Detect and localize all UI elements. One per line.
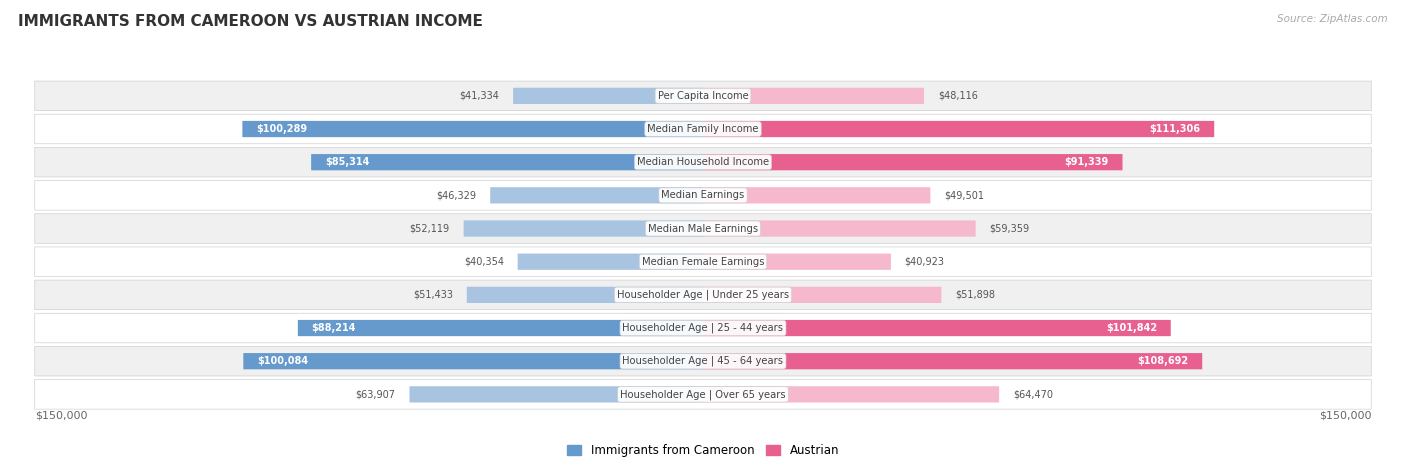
Text: $49,501: $49,501	[945, 191, 984, 200]
Text: $101,842: $101,842	[1107, 323, 1157, 333]
FancyBboxPatch shape	[35, 280, 1371, 310]
FancyBboxPatch shape	[35, 214, 1371, 243]
Text: $48,116: $48,116	[938, 91, 977, 101]
FancyBboxPatch shape	[35, 148, 1371, 177]
FancyBboxPatch shape	[35, 347, 1371, 376]
FancyBboxPatch shape	[311, 154, 703, 170]
FancyBboxPatch shape	[491, 187, 703, 204]
Legend: Immigrants from Cameroon, Austrian: Immigrants from Cameroon, Austrian	[562, 439, 844, 462]
FancyBboxPatch shape	[703, 254, 891, 270]
FancyBboxPatch shape	[703, 154, 1122, 170]
Text: Median Female Earnings: Median Female Earnings	[641, 257, 765, 267]
Text: $59,359: $59,359	[990, 224, 1029, 234]
Text: $150,000: $150,000	[35, 411, 87, 421]
FancyBboxPatch shape	[35, 247, 1371, 276]
FancyBboxPatch shape	[35, 81, 1371, 111]
FancyBboxPatch shape	[703, 320, 1171, 336]
Text: Median Male Earnings: Median Male Earnings	[648, 224, 758, 234]
Text: $91,339: $91,339	[1064, 157, 1109, 167]
Text: $40,923: $40,923	[904, 257, 945, 267]
FancyBboxPatch shape	[517, 254, 703, 270]
Text: $64,470: $64,470	[1012, 389, 1053, 399]
FancyBboxPatch shape	[35, 313, 1371, 343]
Text: $111,306: $111,306	[1150, 124, 1201, 134]
Text: $108,692: $108,692	[1137, 356, 1188, 366]
FancyBboxPatch shape	[464, 220, 703, 237]
FancyBboxPatch shape	[467, 287, 703, 303]
Text: $41,334: $41,334	[460, 91, 499, 101]
Text: $88,214: $88,214	[312, 323, 356, 333]
Text: Per Capita Income: Per Capita Income	[658, 91, 748, 101]
Text: $100,289: $100,289	[256, 124, 308, 134]
Text: $85,314: $85,314	[325, 157, 370, 167]
Text: Householder Age | Under 25 years: Householder Age | Under 25 years	[617, 290, 789, 300]
Text: $100,084: $100,084	[257, 356, 308, 366]
Text: Householder Age | Over 65 years: Householder Age | Over 65 years	[620, 389, 786, 400]
Text: Householder Age | 25 - 44 years: Householder Age | 25 - 44 years	[623, 323, 783, 333]
Text: $51,433: $51,433	[413, 290, 453, 300]
Text: IMMIGRANTS FROM CAMEROON VS AUSTRIAN INCOME: IMMIGRANTS FROM CAMEROON VS AUSTRIAN INC…	[18, 14, 484, 29]
Text: $51,898: $51,898	[955, 290, 995, 300]
Text: $52,119: $52,119	[409, 224, 450, 234]
FancyBboxPatch shape	[409, 386, 703, 403]
FancyBboxPatch shape	[513, 88, 703, 104]
FancyBboxPatch shape	[298, 320, 703, 336]
FancyBboxPatch shape	[703, 121, 1215, 137]
FancyBboxPatch shape	[703, 88, 924, 104]
FancyBboxPatch shape	[35, 114, 1371, 144]
Text: Source: ZipAtlas.com: Source: ZipAtlas.com	[1277, 14, 1388, 24]
Text: $46,329: $46,329	[436, 191, 477, 200]
Text: Median Family Income: Median Family Income	[647, 124, 759, 134]
FancyBboxPatch shape	[35, 181, 1371, 210]
FancyBboxPatch shape	[703, 220, 976, 237]
FancyBboxPatch shape	[703, 386, 1000, 403]
Text: $150,000: $150,000	[1319, 411, 1371, 421]
FancyBboxPatch shape	[703, 287, 942, 303]
FancyBboxPatch shape	[242, 121, 703, 137]
Text: $63,907: $63,907	[356, 389, 395, 399]
Text: $40,354: $40,354	[464, 257, 503, 267]
FancyBboxPatch shape	[35, 380, 1371, 409]
Text: Median Household Income: Median Household Income	[637, 157, 769, 167]
FancyBboxPatch shape	[243, 353, 703, 369]
Text: Median Earnings: Median Earnings	[661, 191, 745, 200]
FancyBboxPatch shape	[703, 187, 931, 204]
Text: Householder Age | 45 - 64 years: Householder Age | 45 - 64 years	[623, 356, 783, 367]
FancyBboxPatch shape	[703, 353, 1202, 369]
